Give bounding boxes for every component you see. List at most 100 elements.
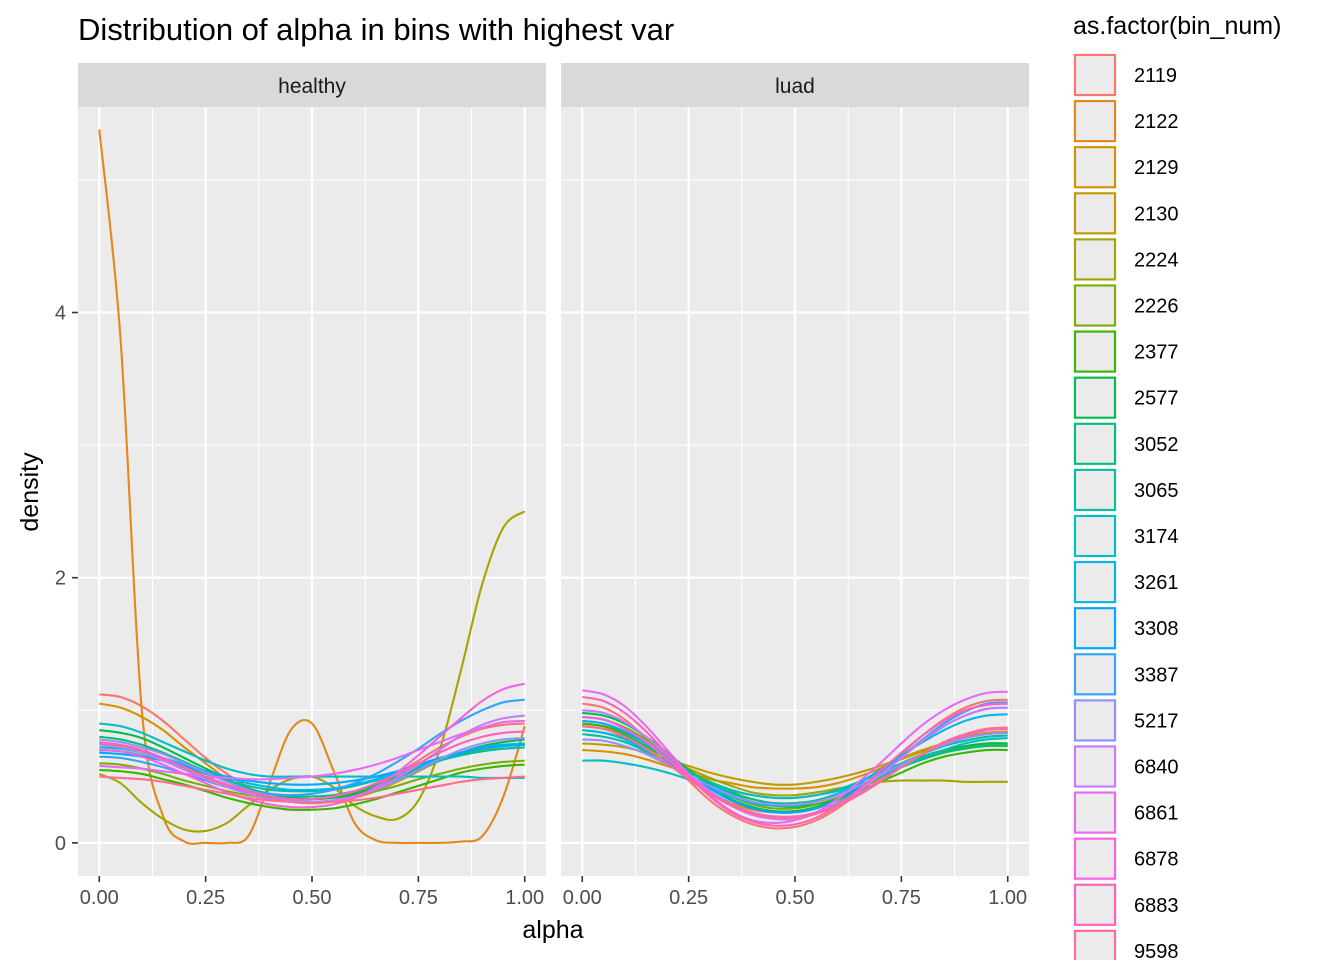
legend-key-swatch (1073, 53, 1117, 97)
legend-key-swatch (1073, 146, 1117, 189)
legend-item-2122: 2122 (1072, 98, 1179, 144)
x-tick-label: 0.25 (186, 887, 225, 909)
legend-label: 2130 (1134, 203, 1179, 225)
legend-key-background (1072, 790, 1118, 836)
x-tick-label: 0.75 (882, 887, 921, 909)
legend-key-swatch (1073, 468, 1117, 511)
legend-key-background (1072, 697, 1118, 743)
y-tick-label: 0 (55, 833, 66, 855)
series-line-6861 (99, 719, 525, 781)
facet-panel-healthy: healthy 0.00 0.25 0.50 0.75 1.00 0 2 4 (55, 63, 546, 909)
legend-key-swatch (1073, 929, 1117, 965)
legend-key-background (1072, 744, 1118, 789)
legend-key-background (1072, 928, 1118, 965)
legend-key-swatch (1073, 422, 1117, 465)
legend-key-background (1072, 236, 1118, 282)
y-tick-label: 4 (55, 303, 66, 325)
legend-label: 2377 (1134, 342, 1179, 364)
y-axis-label: density (16, 452, 44, 532)
legend-item-3261: 3261 (1072, 559, 1179, 605)
facet-strip (561, 63, 1029, 107)
legend-label: 2122 (1134, 111, 1179, 133)
legend-key-background (1072, 836, 1118, 882)
legend-item-2130: 2130 (1072, 190, 1179, 236)
legend-item-2226: 2226 (1072, 283, 1179, 328)
legend-label: 6883 (1134, 895, 1179, 917)
legend-item-5217: 5217 (1072, 697, 1179, 743)
legend-item-3387: 3387 (1072, 651, 1179, 697)
x-tick-label: 1.00 (988, 887, 1027, 909)
legend-item-2224: 2224 (1072, 236, 1179, 282)
legend-key-swatch (1073, 514, 1117, 558)
x-axis-label: alpha (522, 916, 583, 944)
legend-item-6861: 6861 (1072, 790, 1179, 836)
legend-key-background (1072, 98, 1118, 144)
legend-label: 3174 (1134, 526, 1179, 548)
legend-key-background (1072, 605, 1118, 651)
legend-key-background (1072, 513, 1118, 559)
series-line-3174 (582, 737, 1008, 800)
chart-title: Distribution of alpha in bins with highe… (78, 12, 674, 47)
legend-item-2129: 2129 (1072, 144, 1179, 190)
legend-label: 3308 (1134, 618, 1179, 640)
legend-key-swatch (1073, 607, 1117, 650)
legend-key-swatch (1073, 561, 1117, 604)
legend-label: 3387 (1134, 664, 1179, 686)
legend-key-background (1072, 144, 1118, 190)
legend-label: 2577 (1134, 388, 1179, 410)
x-tick-label: 0.00 (80, 887, 119, 909)
series-line-2122 (98, 129, 526, 845)
facet-strip-label: luad (775, 75, 815, 98)
legend-item-3174: 3174 (1072, 513, 1179, 559)
legend-key-swatch (1073, 238, 1117, 281)
series-line-3308 (99, 743, 525, 786)
legend-item-6878: 6878 (1072, 836, 1179, 882)
legend-item-2119: 2119 (1072, 52, 1177, 98)
legend-label: 6861 (1134, 803, 1179, 825)
series-line-2377 (99, 763, 525, 812)
legend-key-background (1072, 559, 1118, 605)
legend-key-background (1072, 651, 1118, 697)
facet-panel-luad: luad 0.00 0.25 0.50 0.75 1.00 (561, 63, 1029, 909)
legend-label: 5217 (1134, 710, 1179, 732)
series-line-6883 (99, 730, 525, 801)
legend-key-swatch (1073, 653, 1117, 696)
legend-key-background (1072, 190, 1118, 236)
legend-key-background (1072, 882, 1118, 928)
series-line-9598 (99, 775, 525, 805)
x-tick-label: 1.00 (505, 887, 544, 909)
legend: 2119 2122 2129 2130 2224 2226 2377 2577 3052 3065… (1072, 52, 1179, 965)
legend-item-6883: 6883 (1072, 882, 1179, 928)
legend-label: 2226 (1134, 296, 1179, 318)
legend-label: 9598 (1134, 941, 1179, 960)
legend-item-6840: 6840 (1072, 744, 1179, 789)
legend-key-swatch (1073, 376, 1117, 419)
legend-key-background (1072, 375, 1118, 421)
series-line-6840 (582, 706, 1008, 821)
legend-item-3308: 3308 (1072, 605, 1179, 651)
legend-key-swatch (1073, 192, 1117, 235)
x-tick-label: 0.50 (776, 887, 815, 909)
x-tick-label: 0.75 (399, 887, 438, 909)
legend-key-swatch (1073, 837, 1117, 880)
legend-key-swatch (1073, 100, 1117, 143)
y-tick-label: 2 (55, 568, 66, 590)
x-tick-label: 0.50 (293, 887, 332, 909)
legend-title: as.factor(bin_num) (1073, 12, 1281, 40)
legend-key-swatch (1073, 883, 1117, 926)
legend-label: 6878 (1134, 849, 1179, 871)
legend-key-swatch (1073, 791, 1117, 834)
facet-strip (78, 63, 546, 107)
legend-item-3052: 3052 (1072, 421, 1179, 467)
legend-key-background (1072, 52, 1118, 98)
series-line-6878 (99, 682, 525, 809)
legend-key-swatch (1073, 699, 1117, 742)
legend-label: 3261 (1134, 572, 1179, 594)
legend-item-3065: 3065 (1072, 467, 1179, 513)
legend-item-2377: 2377 (1072, 329, 1179, 375)
legend-key-swatch (1073, 745, 1117, 788)
facet-strip-label: healthy (278, 75, 346, 98)
series-group (582, 689, 1008, 830)
